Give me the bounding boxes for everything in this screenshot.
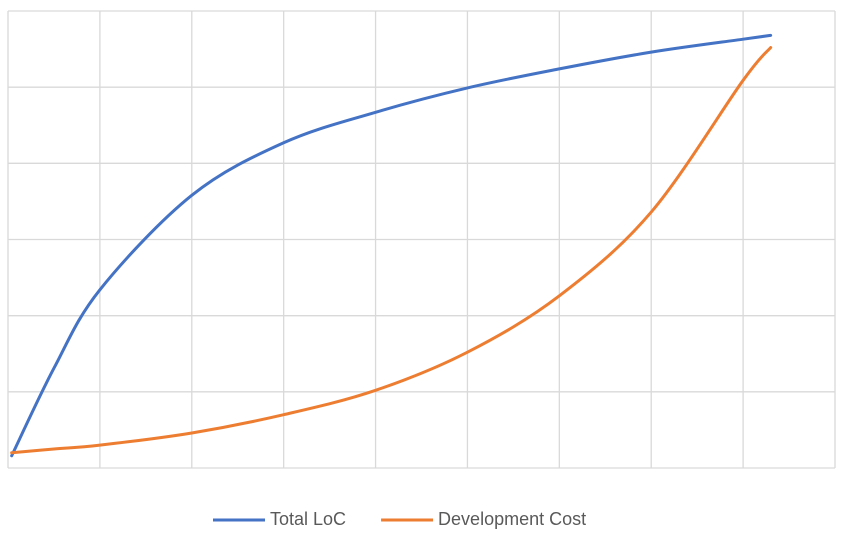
legend-label: Development Cost	[438, 509, 586, 529]
line-series	[10, 33, 773, 458]
line-series	[10, 46, 773, 455]
legend-label: Total LoC	[270, 509, 346, 529]
